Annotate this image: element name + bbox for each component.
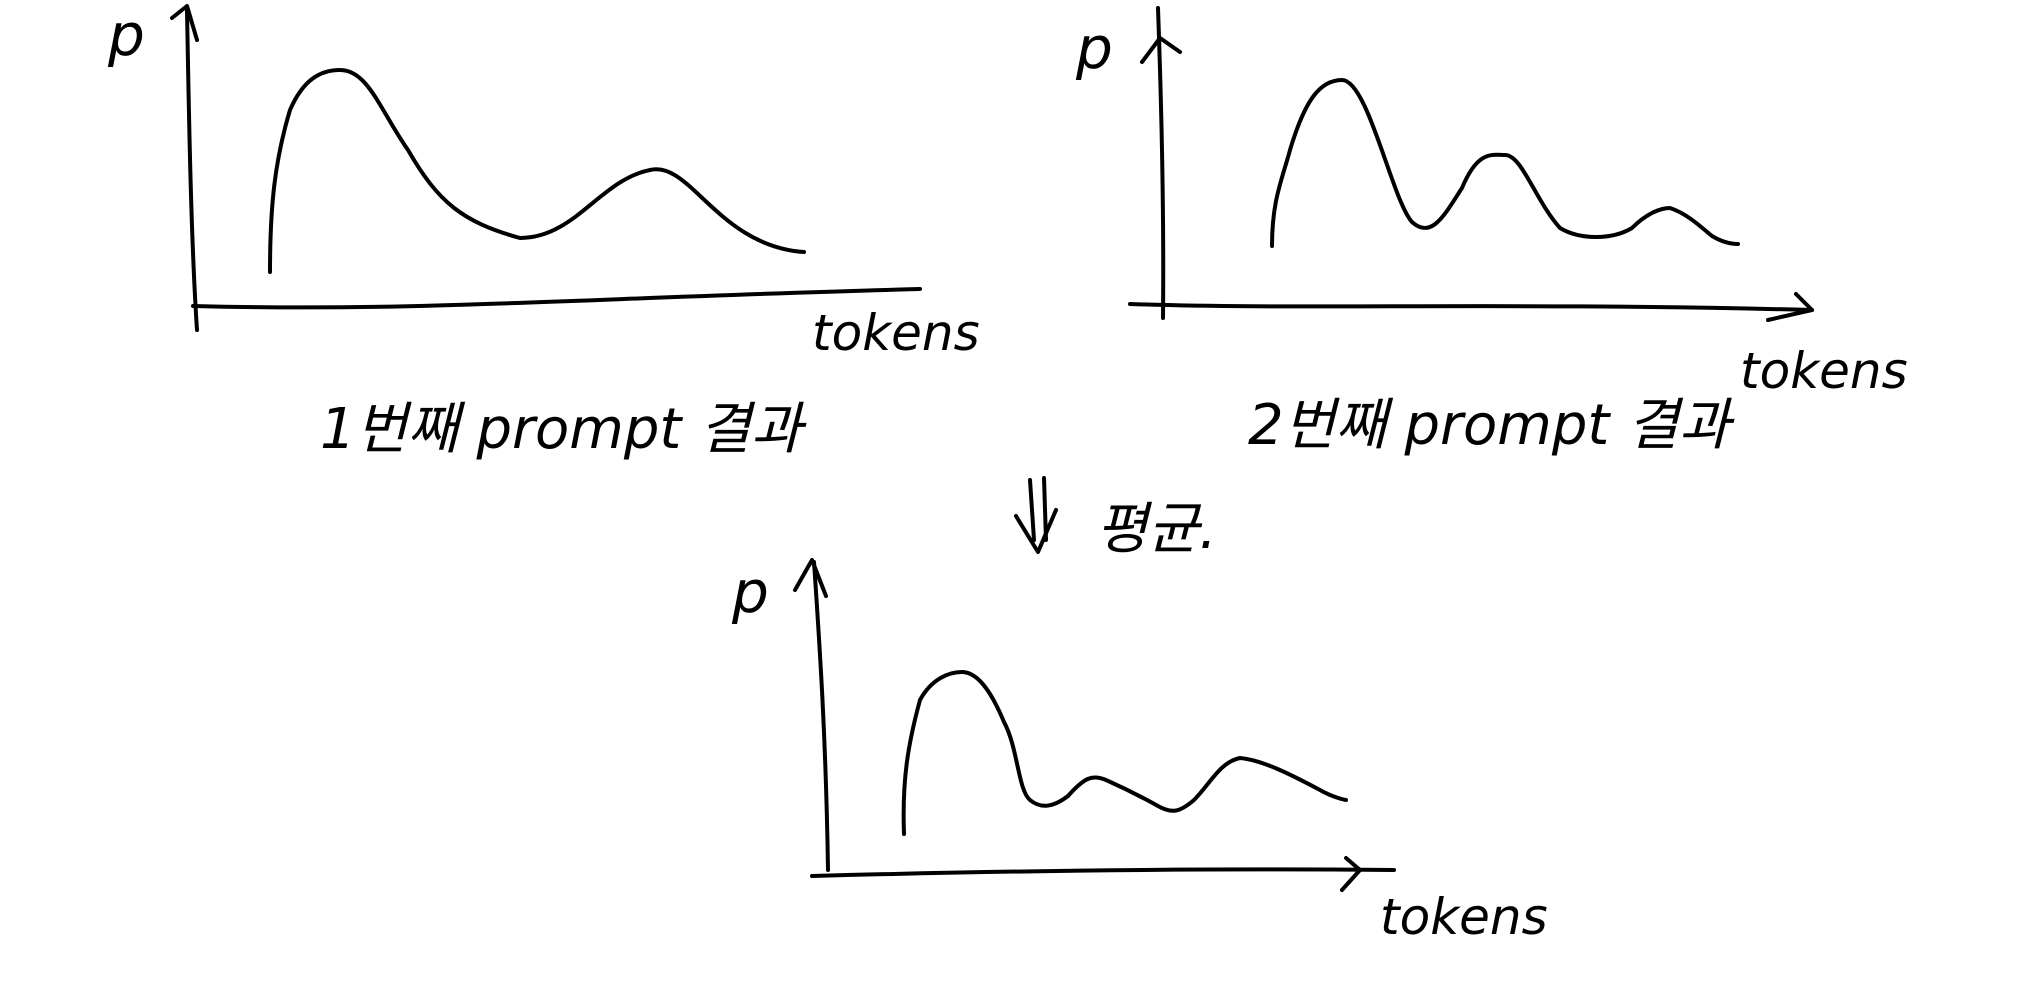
chart-1: p tokens 1번째 prompt 결과 xyxy=(107,1,980,462)
average-connector: 평균. xyxy=(1014,476,1217,562)
chart-3-x-axis xyxy=(810,867,1396,878)
chart-2-x-label: tokens xyxy=(1740,342,1908,400)
chart-2-y-arrowhead xyxy=(1140,36,1182,64)
chart-1-x-axis xyxy=(191,287,922,310)
chart-1-y-arrowhead xyxy=(170,4,199,42)
chart-1-curve xyxy=(268,68,806,274)
chart-3-x-label: tokens xyxy=(1380,888,1548,946)
chart-2-curve xyxy=(1270,78,1740,248)
chart-3-y-arrowhead xyxy=(793,558,828,598)
chart-2-x-axis xyxy=(1128,302,1814,312)
chart-3-y-axis xyxy=(812,560,830,872)
double-arrow-down-icon-head xyxy=(1014,508,1058,554)
double-arrow-down-icon-shaft-left xyxy=(1028,478,1036,542)
chart-1-caption: 1번째 prompt 결과 xyxy=(320,397,807,462)
chart-3-y-label: p xyxy=(731,558,769,626)
chart-1-x-label: tokens xyxy=(812,304,980,362)
chart-3-curve xyxy=(901,670,1348,836)
chart-2-y-axis xyxy=(1156,6,1166,320)
chart-3-x-arrowhead xyxy=(1340,856,1362,892)
chart-2-x-arrowhead xyxy=(1766,292,1814,322)
chart-3: p tokens xyxy=(731,558,1548,946)
chart-2-caption: 2번째 prompt 결과 xyxy=(1248,393,1735,458)
chart-1-y-axis xyxy=(185,8,199,332)
chart-2-y-label: p xyxy=(1075,14,1113,82)
chart-1-y-label: p xyxy=(107,1,145,69)
chart-2: p tokens 2번째 prompt 결과 xyxy=(1075,6,1908,458)
average-label: 평균. xyxy=(1096,497,1217,562)
